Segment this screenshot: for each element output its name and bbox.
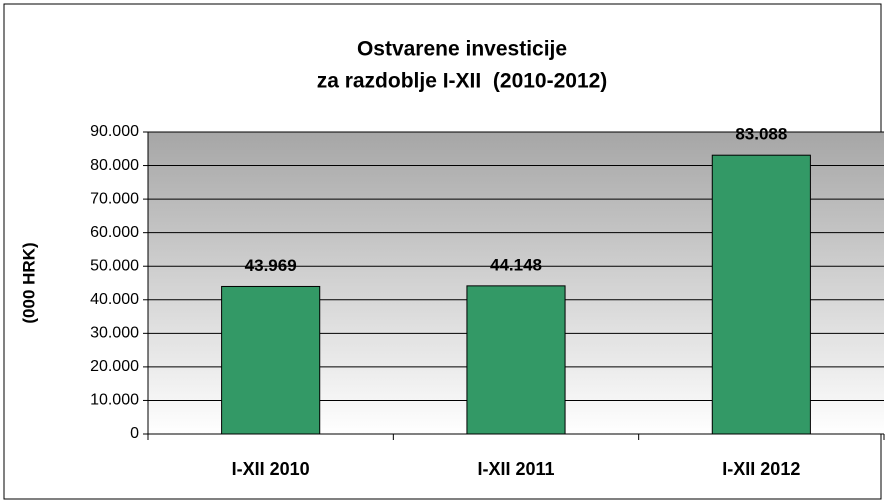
y-tick-label: 40.000 xyxy=(90,291,139,308)
y-tick-label: 10.000 xyxy=(90,392,139,409)
y-tick-label: 60.000 xyxy=(90,224,139,241)
y-tick-label: 70.000 xyxy=(90,190,139,207)
data-label: 43.969 xyxy=(245,256,297,275)
chart-title: za razdoblje I-XII (2010-2012) xyxy=(317,70,608,93)
chart-title: Ostvarene investicije xyxy=(357,38,567,61)
data-label: 83.088 xyxy=(735,125,787,144)
bar xyxy=(711,154,811,435)
y-tick-label: 80.000 xyxy=(90,157,139,174)
x-tick-label: I-XII 2012 xyxy=(722,459,800,479)
y-tick-label: 90.000 xyxy=(90,123,139,140)
bar xyxy=(221,285,321,435)
y-tick-label: 50.000 xyxy=(90,257,139,274)
x-tick-label: I-XII 2011 xyxy=(477,459,554,479)
data-label: 44.148 xyxy=(490,255,542,274)
y-tick-label: 30.000 xyxy=(90,325,139,342)
y-tick-label: 0 xyxy=(130,425,139,442)
y-tick-label: 20.000 xyxy=(90,358,139,375)
bar xyxy=(466,285,566,435)
x-tick-label: I-XII 2010 xyxy=(232,459,310,479)
y-axis-label: (000 HRK) xyxy=(19,242,38,323)
